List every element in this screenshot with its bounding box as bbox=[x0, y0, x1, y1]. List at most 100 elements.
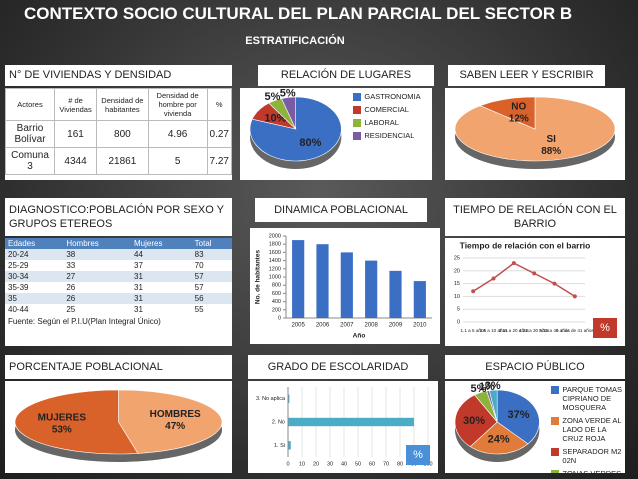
table-cell: 4.96 bbox=[147, 120, 208, 148]
legend-item: SEPARADOR M2 02N bbox=[551, 447, 623, 465]
x-tick-label: 30 bbox=[327, 461, 333, 467]
pie-slice bbox=[281, 96, 296, 130]
legend: PARQUE TOMAS CIPRIANO DE MOSQUERA ZONA VE… bbox=[551, 385, 623, 473]
pie-slice bbox=[118, 389, 223, 454]
table-cell: 21861 bbox=[96, 147, 149, 175]
x-tick-label: 5.31 a 40 años bbox=[539, 328, 570, 333]
table-row: 40-44 25 31 55 bbox=[5, 304, 232, 315]
table-row: 35-39 26 31 57 bbox=[5, 282, 232, 293]
slice-label: 30% bbox=[463, 415, 485, 427]
legend-item: GASTRONOMIA bbox=[353, 92, 430, 101]
x-tick-label: 4.21 a 30 años bbox=[519, 328, 550, 333]
legend-swatch bbox=[551, 448, 560, 456]
panel-heading: SABEN LEER Y ESCRIBIR bbox=[448, 65, 605, 86]
bar bbox=[288, 394, 290, 403]
x-tick-label: 0 bbox=[286, 461, 289, 467]
legend-swatch bbox=[551, 417, 560, 425]
y-tick-label: 5 bbox=[457, 307, 460, 313]
x-tick-label: 1.1 a 5 años bbox=[461, 328, 487, 333]
badge: % bbox=[593, 318, 617, 338]
panel-heading: RELACIÓN DE LUGARES bbox=[258, 65, 434, 86]
column-header: Densidad de habitantes bbox=[96, 88, 149, 121]
table-cell: 26 bbox=[63, 293, 132, 304]
data-line bbox=[472, 262, 576, 298]
table-cell: 26 bbox=[66, 283, 76, 292]
legend-text: ZONA VERDE AL LADO DE LA CRUZ ROJA bbox=[562, 416, 622, 443]
y-tick-label: 600 bbox=[272, 291, 281, 297]
y-tick-label: 2. No bbox=[272, 419, 285, 425]
slice-label: 3% bbox=[485, 381, 501, 392]
legend-swatch bbox=[353, 132, 362, 140]
bar bbox=[365, 260, 378, 318]
table-cell: 35-39 bbox=[8, 283, 29, 292]
slice-name: HOMBRES bbox=[150, 409, 201, 420]
bar bbox=[288, 417, 414, 427]
column-header: % bbox=[206, 88, 232, 121]
column-header: Densidad de hombre por vivienda bbox=[147, 88, 208, 121]
table-row: Comuna 3 4344 21861 5 7.27 bbox=[5, 147, 232, 175]
x-tick-label: 20 bbox=[313, 461, 319, 467]
table-row: 20-24 38 44 83 bbox=[5, 249, 232, 260]
x-tick-label: 2006 bbox=[316, 323, 330, 329]
table-cell: 40-44 bbox=[8, 305, 29, 314]
legend-text: RESIDENCIAL bbox=[364, 131, 415, 140]
table-cell: 4344 bbox=[54, 147, 97, 175]
data-table: Edades Hombres Mujeres Total 20-24 38 44 83 25-2… bbox=[5, 238, 232, 315]
x-tick-label: 70 bbox=[383, 461, 389, 467]
table-cell: 31 bbox=[134, 283, 143, 292]
panel-body: 0 200 400 600 800 1000 1200 1400 1600 1800 2000 200… bbox=[250, 228, 440, 344]
legend: GASTRONOMIA COMERCIAL LABORAL RESIDENCIAL bbox=[353, 92, 430, 144]
y-tick-label: 1600 bbox=[269, 250, 281, 256]
table-cell: 31 bbox=[134, 305, 143, 314]
table-cell: 25-29 bbox=[8, 261, 29, 270]
slice-label: 88% bbox=[541, 146, 561, 157]
table-cell: 35 bbox=[5, 293, 64, 304]
line-chart: Tiempo de relación con el barrio 0 5 10 15 20… bbox=[454, 240, 595, 333]
badge: % bbox=[406, 445, 430, 465]
legend-swatch bbox=[551, 386, 560, 394]
table-cell: 5 bbox=[147, 147, 208, 175]
y-tick-label: 1800 bbox=[269, 242, 281, 248]
pie-slice bbox=[469, 421, 529, 455]
column-header: Mujeres bbox=[131, 238, 192, 249]
legend-item: LABORAL bbox=[353, 118, 430, 127]
legend-item: PARQUE TOMAS CIPRIANO DE MOSQUERA bbox=[551, 385, 623, 412]
table-cell: 161 bbox=[54, 120, 97, 148]
header-row: Actores # de Viviendas Densidad de habitan… bbox=[5, 88, 232, 121]
table-cell: 44 bbox=[131, 249, 192, 260]
slice-name: NO bbox=[511, 101, 526, 112]
table-cell: Comuna 3 bbox=[5, 147, 56, 175]
header-row: Edades Hombres Mujeres Total bbox=[5, 238, 232, 249]
table-cell: Barrio Bolívar bbox=[5, 120, 56, 148]
panel-heading: PORCENTAJE POBLACIONAL bbox=[5, 355, 232, 379]
y-tick-label: 25 bbox=[454, 255, 460, 261]
table-cell: 0.27 bbox=[206, 120, 232, 148]
x-tick-label: 2005 bbox=[291, 323, 305, 329]
slice-label: 10% bbox=[264, 113, 286, 125]
legend-text: GASTRONOMIA bbox=[364, 92, 421, 101]
pie-slice bbox=[496, 389, 540, 445]
panel-body: SI 88% NO 12% bbox=[445, 88, 625, 180]
x-tick-label: 2008 bbox=[364, 323, 378, 329]
data-point bbox=[532, 271, 537, 276]
x-tick-label: 40 bbox=[341, 461, 347, 467]
y-tick-label: 2000 bbox=[269, 233, 281, 239]
y-tick-label: 3. No aplica bbox=[256, 396, 286, 402]
x-axis-label: Año bbox=[353, 333, 366, 340]
y-tick-label: 200 bbox=[272, 307, 281, 313]
table-cell: 30-34 bbox=[5, 271, 64, 282]
panel-heading: DIAGNOSTICO:POBLACIÓN POR SEXO Y GRUPOS … bbox=[5, 198, 232, 236]
table-cell: 55 bbox=[194, 305, 204, 314]
column-header: Actores bbox=[5, 88, 56, 121]
panel-body: Actores # de Viviendas Densidad de habitan… bbox=[5, 88, 232, 180]
table-cell: 57 bbox=[191, 271, 232, 282]
x-tick-label: 2010 bbox=[413, 323, 427, 329]
table-cell: 800 bbox=[96, 120, 149, 148]
y-tick-label: 800 bbox=[272, 283, 281, 289]
table-cell: 31 bbox=[131, 271, 192, 282]
data-point bbox=[511, 261, 516, 266]
column-header: Total bbox=[191, 238, 232, 249]
